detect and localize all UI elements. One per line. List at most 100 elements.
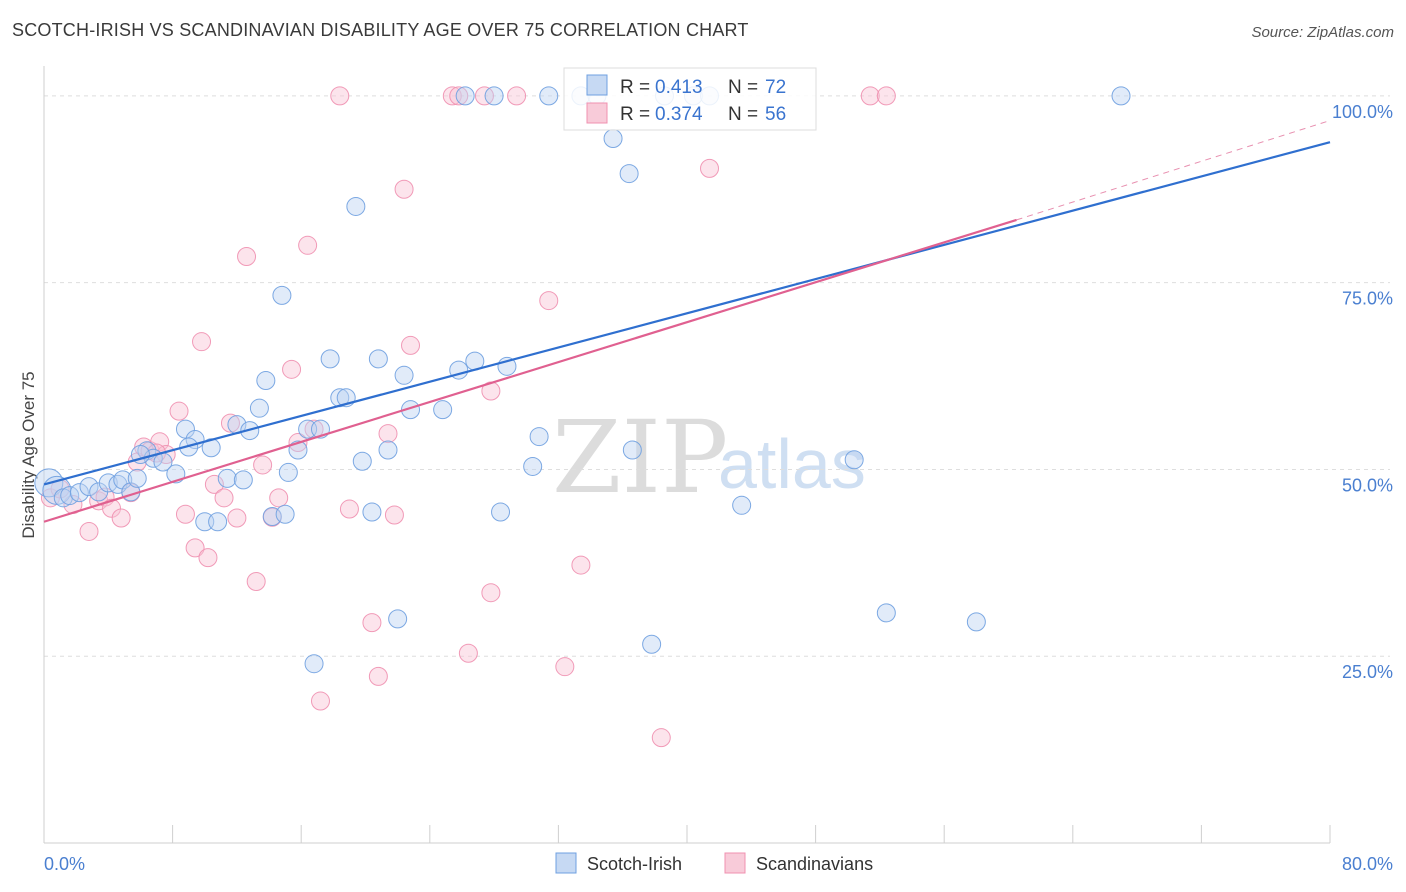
scandinavians-point-48 bbox=[555, 657, 575, 677]
y-tick-labels: 25.0% 50.0% 75.0% 100.0% bbox=[1332, 102, 1393, 682]
scotch-irish-point-70 bbox=[179, 437, 199, 457]
legend-box: R = 0.413 N = 72 R = 0.374 N = 56 bbox=[563, 67, 817, 131]
scotch-irish-point-64 bbox=[732, 495, 752, 515]
bottom-legend: Scotch-Irish Scandinavians bbox=[555, 852, 873, 874]
scandinavians-point-36 bbox=[378, 424, 398, 444]
scotch-irish-point-68 bbox=[1111, 86, 1131, 106]
scotch-irish-point-37 bbox=[346, 196, 366, 216]
watermark-atlas: atlas bbox=[718, 425, 866, 503]
scotch-irish-point-23 bbox=[233, 470, 253, 490]
scandinavians-trend-line bbox=[43, 218, 1017, 523]
scandinavians-point-47 bbox=[539, 291, 559, 311]
scandinavians-point-20 bbox=[214, 488, 234, 508]
scotch-irish-point-49 bbox=[484, 86, 504, 106]
scotch-irish-point-71 bbox=[275, 504, 295, 524]
x-tick-label-max: 80.0% bbox=[1342, 854, 1393, 874]
scandinavians-point-19 bbox=[204, 474, 224, 494]
scandinavians-point-16 bbox=[185, 538, 205, 558]
scandinavians-point-49 bbox=[571, 555, 591, 575]
scotch-irish-point-47 bbox=[455, 86, 475, 106]
scandinavians-point-6 bbox=[102, 498, 122, 518]
scotch-irish-point-25 bbox=[249, 398, 269, 418]
scandinavians-point-44 bbox=[481, 583, 501, 603]
scotch-irish-point-54 bbox=[539, 86, 559, 106]
scotch-irish-point-5 bbox=[79, 477, 99, 497]
scandinavians-point-54 bbox=[310, 691, 330, 711]
trend-lines bbox=[43, 120, 1331, 523]
scotch-irish-point-60 bbox=[642, 634, 662, 654]
scotch-irish-point-40 bbox=[368, 349, 388, 369]
legend-swatch-scotch-irish bbox=[586, 74, 608, 96]
scotch-irish-point-67 bbox=[966, 612, 986, 632]
scandinavians-point-14 bbox=[169, 401, 189, 421]
scandinavians-point-38 bbox=[394, 179, 414, 199]
scandinavians-point-51 bbox=[700, 158, 720, 178]
scotch-irish-point-32 bbox=[304, 654, 324, 674]
scotch-irish-point-34 bbox=[320, 349, 340, 369]
scotch-irish-point-38 bbox=[352, 451, 372, 471]
scandinavians-point-17 bbox=[192, 332, 212, 352]
scandinavians-point-27 bbox=[269, 488, 289, 508]
scandinavians-point-52 bbox=[860, 86, 880, 106]
bottom-legend-label-scandinavians: Scandinavians bbox=[756, 854, 873, 874]
scotch-irish-point-52 bbox=[523, 456, 543, 476]
scotch-irish-point-39 bbox=[362, 502, 382, 522]
scandinavians-point-46 bbox=[507, 86, 527, 106]
scandinavians-point-22 bbox=[227, 508, 247, 528]
scandinavians-point-25 bbox=[253, 455, 273, 475]
legend-n-value-1: 72 bbox=[765, 77, 786, 98]
scandinavians-point-35 bbox=[368, 666, 388, 686]
y-tick-label-1: 50.0% bbox=[1342, 475, 1393, 495]
legend-n-value-2: 56 bbox=[765, 104, 786, 125]
bottom-legend-swatch-scotch-irish bbox=[555, 852, 577, 874]
scandinavians-point-43 bbox=[474, 86, 494, 106]
scotch-irish-point-53 bbox=[529, 427, 549, 447]
scotch-irish-point-7 bbox=[98, 473, 118, 493]
scandinavians-point-50 bbox=[651, 728, 671, 748]
scotch-irish-point-65 bbox=[844, 450, 864, 470]
scotch-irish-point-50 bbox=[491, 502, 511, 522]
y-tick-label-2: 75.0% bbox=[1342, 289, 1393, 309]
scandinavians-point-24 bbox=[246, 572, 266, 592]
scotch-irish-point-4 bbox=[69, 483, 89, 503]
y-tick-label-0: 25.0% bbox=[1342, 662, 1393, 682]
scotch-irish-point-41 bbox=[378, 440, 398, 460]
bottom-legend-swatch-scandinavians bbox=[724, 852, 746, 874]
legend-swatch-scandinavians bbox=[586, 102, 608, 124]
scandinavians-point-42 bbox=[458, 643, 478, 663]
scotch-irish-points bbox=[34, 86, 1131, 674]
scandinavians-point-18 bbox=[198, 548, 218, 568]
scotch-irish-point-20 bbox=[208, 512, 228, 532]
scandinavians-point-53 bbox=[876, 86, 896, 106]
scandinavians-point-3 bbox=[79, 521, 99, 541]
scandinavians-points bbox=[40, 86, 896, 748]
scandinavians-trend-extension bbox=[1016, 120, 1331, 221]
scotch-irish-point-26 bbox=[256, 371, 276, 391]
legend-r-value-2: 0.374 bbox=[655, 104, 703, 125]
legend-n-label-2: N = bbox=[728, 104, 758, 125]
scandinavians-point-37 bbox=[384, 505, 404, 525]
scotch-irish-point-21 bbox=[217, 468, 237, 488]
scandinavians-point-28 bbox=[282, 359, 302, 379]
scandinavians-point-32 bbox=[330, 86, 350, 106]
scotch-irish-point-58 bbox=[619, 164, 639, 184]
legend-r-label-2: R = bbox=[620, 104, 650, 125]
legend-r-label-1: R = bbox=[620, 77, 650, 98]
scotch-irish-point-29 bbox=[278, 462, 298, 482]
y-tick-label-3: 100.0% bbox=[1332, 102, 1393, 122]
scotch-irish-point-43 bbox=[394, 365, 414, 385]
chart-source: Source: ZipAtlas.com bbox=[1251, 24, 1394, 41]
gridlines bbox=[44, 95, 1390, 657]
y-axis-label: Disability Age Over 75 bbox=[19, 371, 38, 538]
scandinavians-point-39 bbox=[401, 335, 421, 355]
scotch-irish-point-11 bbox=[127, 468, 147, 488]
scandinavians-point-15 bbox=[175, 504, 195, 524]
scandinavians-point-7 bbox=[111, 508, 131, 528]
scandinavians-point-33 bbox=[339, 499, 359, 519]
scandinavians-point-23 bbox=[237, 247, 257, 267]
x-tick-label-min: 0.0% bbox=[44, 854, 85, 874]
scandinavians-point-41 bbox=[449, 86, 469, 106]
scotch-irish-trend-line bbox=[43, 141, 1331, 486]
scotch-irish-point-28 bbox=[272, 285, 292, 305]
